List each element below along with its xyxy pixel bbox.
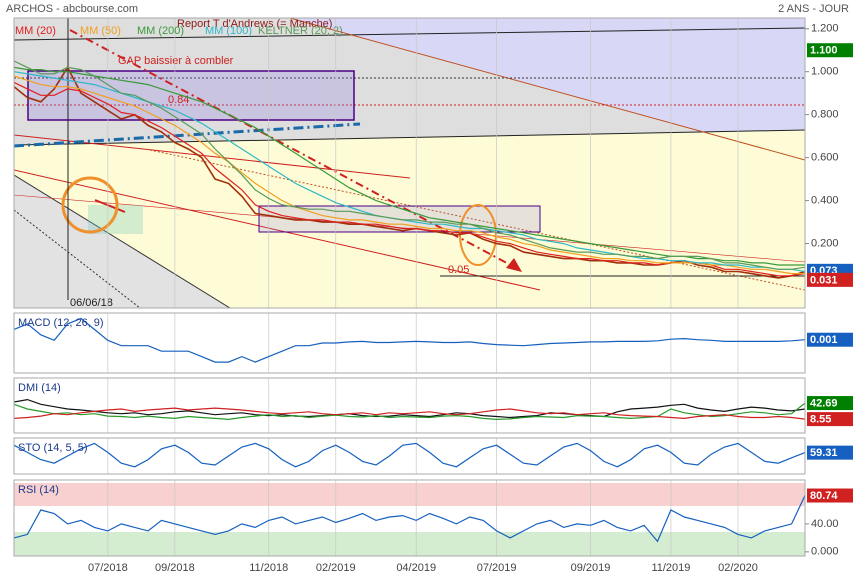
- overbought-zone: [14, 483, 805, 506]
- arrow-head: [506, 258, 522, 272]
- trend-line: [14, 27, 805, 41]
- x-tick-label: 02/2019: [316, 562, 356, 574]
- legend-entry: MM (20): [15, 25, 56, 37]
- y-tick-label: 0.600: [811, 152, 839, 164]
- panel: [13, 480, 806, 556]
- zone: [290, 18, 805, 132]
- oversold-zone: [14, 532, 805, 556]
- series-line: [14, 75, 805, 275]
- panel-frame: [13, 312, 806, 374]
- legend-entry: MM (50): [80, 25, 121, 37]
- series-line: [13, 407, 806, 420]
- last-value-badge: [807, 488, 853, 503]
- series-line: [13, 317, 806, 363]
- trend-line: [14, 174, 231, 308]
- y-tick-label: 1.000: [811, 66, 839, 78]
- x-tick-label: 04/2019: [396, 562, 436, 574]
- zone: [14, 18, 703, 145]
- trend-line: [14, 209, 141, 308]
- last-value-badge: [807, 445, 853, 460]
- annotation: 0.05: [448, 264, 469, 276]
- y-tick-label: 0.400: [811, 194, 839, 206]
- main-annotations: [14, 18, 805, 308]
- panel-frame: [13, 437, 806, 475]
- last-value-badge: [807, 412, 853, 427]
- last-value-label: 59.31: [810, 447, 838, 459]
- series-line: [13, 442, 806, 468]
- last-value-label: 0.001: [810, 334, 838, 346]
- y-tick-label: 0.000: [811, 546, 839, 558]
- highlight: [61, 176, 119, 234]
- legend-entry: MM (200): [137, 25, 184, 37]
- y-tick-label: 0.800: [811, 109, 839, 121]
- support-line: [14, 122, 361, 148]
- legend-entry: KELTNER (20, 2): [258, 25, 343, 37]
- annotation: GAP baissier à combler: [118, 55, 234, 67]
- panel-frame: [13, 479, 806, 557]
- y-tick-label: 1.200: [811, 23, 839, 35]
- gap-box: [27, 70, 355, 121]
- x-tick-label: 09/2018: [155, 562, 195, 574]
- last-value-label: 0.031: [810, 274, 838, 286]
- x-tick-label: 02/2020: [718, 562, 758, 574]
- x-tick-label: 11/2019: [651, 562, 690, 574]
- page-title: ARCHOS - abcbourse.com: [6, 3, 138, 15]
- last-value-label: 42.69: [810, 397, 838, 409]
- last-value-label: 1.100: [810, 45, 838, 57]
- annotation: 0.84: [168, 94, 189, 106]
- panel-title: RSI (14): [18, 484, 59, 496]
- last-value-badge: [807, 43, 853, 58]
- panel: [13, 438, 806, 474]
- series-line: [13, 398, 806, 419]
- last-value-badge: [807, 272, 853, 287]
- last-value-badge: [807, 396, 853, 411]
- trend-line: [289, 18, 805, 161]
- panel-title: STO (14, 5, 5): [18, 442, 88, 454]
- x-tick-label: 07/2019: [477, 562, 517, 574]
- x-tick-label: 09/2019: [571, 562, 611, 574]
- panel: [13, 378, 806, 433]
- series-line: [14, 60, 805, 270]
- annotation: 06/06/18: [70, 297, 113, 309]
- panel-frame: [13, 17, 806, 309]
- series-line: [13, 495, 806, 543]
- legend-entry: MM (100): [205, 25, 252, 37]
- series-line: [13, 402, 806, 421]
- panel-frame: [13, 377, 806, 434]
- last-value-label: 8.55: [810, 414, 831, 426]
- arrow: [94, 199, 126, 213]
- last-value-badge: [807, 332, 853, 347]
- y-tick-label: 0.200: [811, 237, 839, 249]
- y-tick-label: 40.00: [811, 518, 839, 530]
- last-value-label: 80.74: [810, 490, 838, 502]
- annotation: Report T d'Andrews (= Manche): [177, 18, 332, 30]
- period: 2 ANS - JOUR: [778, 3, 849, 15]
- arrow: [69, 29, 521, 271]
- panel: [13, 313, 806, 373]
- panel: [14, 18, 805, 308]
- channel-line: [14, 169, 541, 291]
- panel-title: MACD (12, 26, 9): [18, 317, 104, 329]
- x-tick-label: 07/2018: [88, 562, 128, 574]
- x-tick-label: 11/2018: [249, 562, 288, 574]
- trend-line: [14, 129, 805, 146]
- panel-title: DMI (14): [18, 382, 61, 394]
